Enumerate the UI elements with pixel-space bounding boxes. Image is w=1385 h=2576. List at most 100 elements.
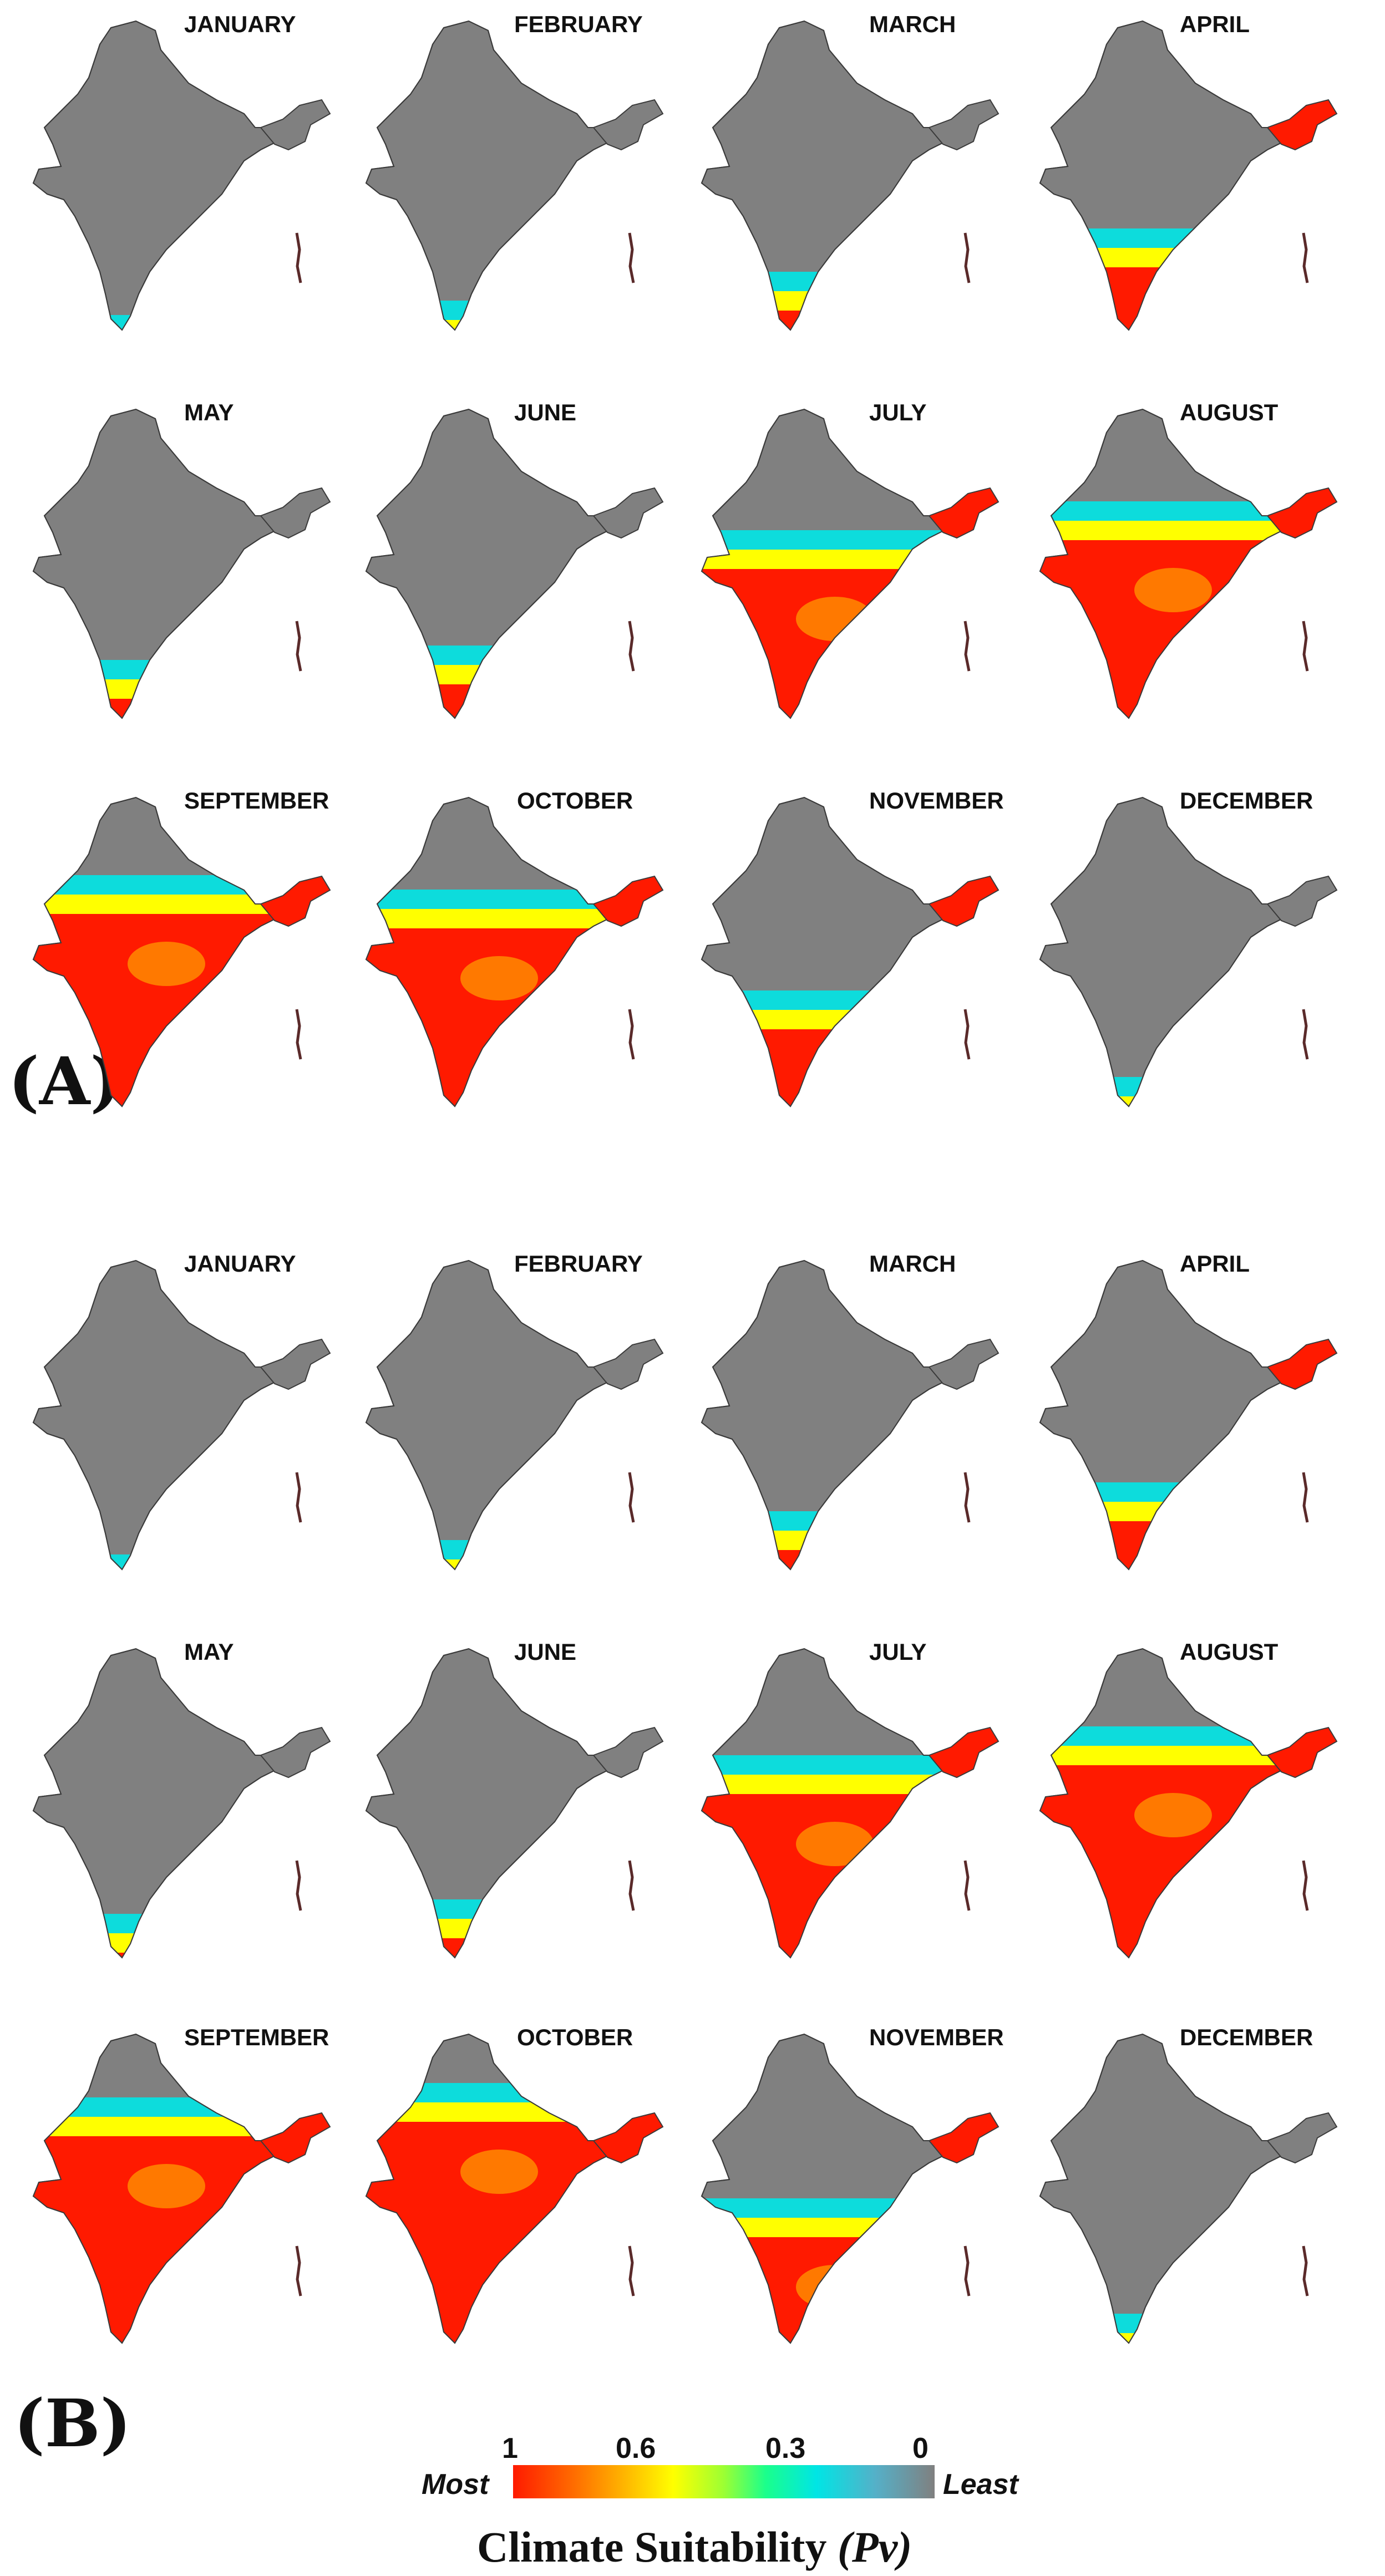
map-outline <box>701 796 958 1107</box>
map-outline <box>32 1648 290 1959</box>
map-outline <box>32 2033 290 2344</box>
suitability-band <box>33 660 288 718</box>
map-northeast-region <box>592 1338 664 1390</box>
month-label: APRIL <box>1180 11 1250 37</box>
suitability-band <box>702 272 957 330</box>
month-label: DECEMBER <box>1180 2024 1313 2050</box>
legend-title: Climate Suitability (Pv) <box>477 2522 912 2572</box>
map-outline <box>32 796 290 1107</box>
map-islands <box>1302 2245 1309 2296</box>
map-islands <box>1302 621 1309 672</box>
map-northeast-region <box>260 875 331 927</box>
suitability-band <box>33 679 288 718</box>
map-northeast-region <box>592 875 664 927</box>
map-country-shape <box>701 20 958 331</box>
map-northeast-region <box>260 1726 331 1779</box>
map-country-shape <box>365 1259 622 1571</box>
month-label: JUNE <box>514 399 577 425</box>
map-country-shape <box>701 2033 958 2344</box>
map-outline <box>365 796 622 1107</box>
month-label: MAY <box>184 1639 234 1665</box>
suitability-patch <box>796 2265 874 2309</box>
suitability-band <box>366 684 621 718</box>
map-islands <box>1302 1860 1309 1911</box>
suitability-band <box>702 1794 957 1958</box>
legend-least-label: Least <box>943 2468 1018 2501</box>
month-label: DECEMBER <box>1180 787 1313 814</box>
month-label: APRIL <box>1180 1251 1250 1277</box>
map-northeast-region <box>1266 99 1338 151</box>
map-outline <box>32 20 290 331</box>
suitability-band <box>33 1914 288 1958</box>
month-label: MAY <box>184 399 234 425</box>
suitability-patch <box>796 1822 874 1866</box>
month-label: JANUARY <box>184 1251 296 1277</box>
map-northeast-region <box>592 99 664 151</box>
map-northeast-region <box>592 2112 664 2164</box>
map-outline <box>701 1648 958 1959</box>
map-islands <box>628 232 635 283</box>
month-label: OCTOBER <box>517 787 633 814</box>
suitability-patch <box>460 2150 538 2194</box>
map-country-shape <box>365 1648 622 1959</box>
map-outline <box>1039 1648 1296 1959</box>
map-december-a <box>1039 796 1338 1107</box>
map-northeast-region <box>1266 1726 1338 1779</box>
map-islands <box>295 232 302 283</box>
map-outline <box>1039 796 1296 1107</box>
suitability-patch <box>128 2164 205 2208</box>
map-islands <box>628 1009 635 1060</box>
map-northeast-region <box>928 1338 1000 1390</box>
suitability-band <box>1040 267 1295 330</box>
suitability-band <box>366 665 621 718</box>
map-october-a <box>365 796 664 1107</box>
map-country-shape <box>1039 796 1296 1107</box>
map-february-a <box>365 20 664 331</box>
suitability-band <box>702 569 957 718</box>
suitability-band <box>366 1938 621 1958</box>
month-label: JANUARY <box>184 11 296 37</box>
suitability-band <box>702 291 957 330</box>
legend-tick-0-3: 0.3 <box>765 2432 806 2465</box>
map-country-shape <box>365 20 622 331</box>
map-october-b <box>365 2033 664 2344</box>
map-outline <box>32 408 290 719</box>
map-outline <box>1039 20 1296 331</box>
map-islands <box>963 1860 971 1911</box>
map-northeast-region <box>1266 487 1338 539</box>
suitability-band <box>702 1531 957 1569</box>
suitability-band <box>366 1899 621 1958</box>
map-january-a <box>32 20 331 331</box>
map-outline <box>701 2033 958 2344</box>
map-country-shape <box>701 1259 958 1571</box>
month-label: JULY <box>869 399 927 425</box>
suitability-band <box>1040 228 1295 330</box>
suitability-band <box>33 1933 288 1958</box>
map-june-b <box>365 1648 664 1959</box>
suitability-band <box>1040 1521 1295 1569</box>
map-islands <box>628 1860 635 1911</box>
map-outline <box>701 1259 958 1571</box>
month-label: AUGUST <box>1180 399 1279 425</box>
map-outline <box>365 1259 622 1571</box>
map-northeast-region <box>592 1726 664 1779</box>
map-country-shape <box>32 408 290 719</box>
map-outline <box>365 1648 622 1959</box>
map-august-b <box>1039 1648 1338 1959</box>
month-label: NOVEMBER <box>869 787 1004 814</box>
map-country-shape <box>365 408 622 719</box>
map-islands <box>295 1472 302 1523</box>
map-islands <box>963 2245 971 2296</box>
map-northeast-region <box>928 487 1000 539</box>
map-july-a <box>701 408 1000 719</box>
map-june-a <box>365 408 664 719</box>
map-northeast-region <box>260 1338 331 1390</box>
map-country-shape <box>1039 20 1296 331</box>
legend-tick-1: 1 <box>502 2432 518 2465</box>
suitability-band <box>702 1010 957 1106</box>
month-label: FEBRUARY <box>514 1251 643 1277</box>
map-northeast-region <box>928 2112 1000 2164</box>
map-september-a <box>32 796 331 1107</box>
map-northeast-region <box>260 2112 331 2164</box>
suitability-patch <box>796 597 874 641</box>
